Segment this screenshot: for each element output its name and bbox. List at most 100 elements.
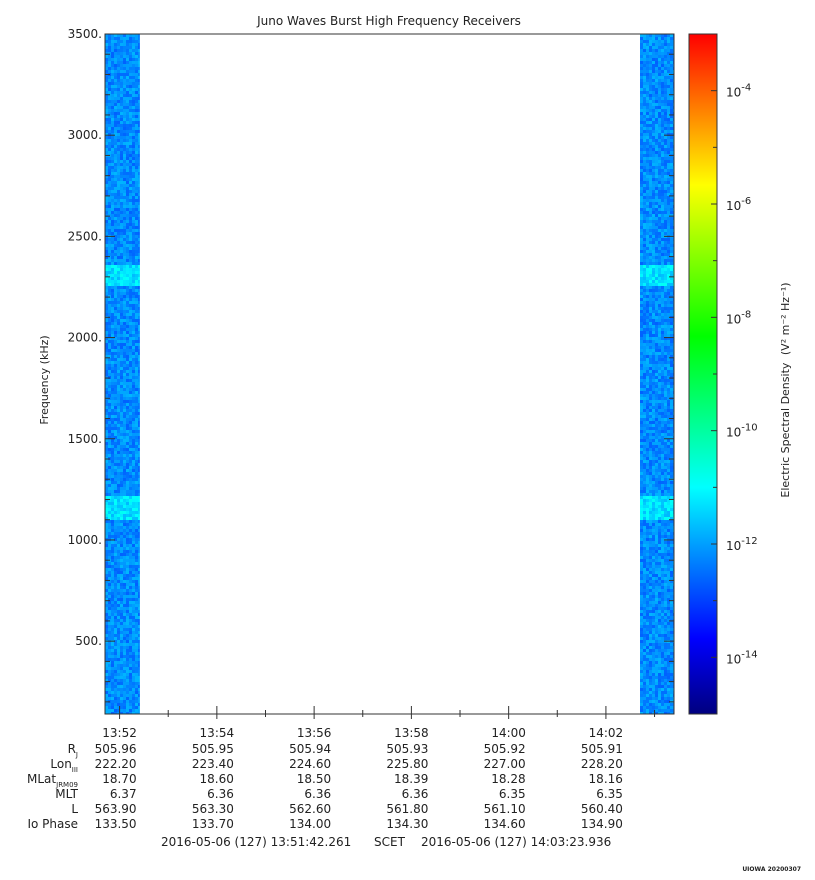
spectrogram-cell — [126, 478, 129, 481]
spectrogram-cell — [105, 118, 108, 121]
spectrogram-cell — [120, 379, 123, 382]
spectrogram-cell — [129, 43, 132, 46]
spectrogram-cell — [117, 301, 120, 304]
spectrogram-cell — [117, 424, 120, 427]
spectrogram-cell — [132, 577, 135, 580]
spectrogram-cell — [661, 382, 664, 385]
spectrogram-cell — [138, 586, 140, 589]
spectrogram-cell — [117, 682, 120, 685]
spectrogram-cell — [105, 697, 108, 700]
spectrogram-cell — [123, 301, 126, 304]
spectrogram-cell — [640, 70, 643, 73]
spectrogram-cell — [105, 679, 108, 682]
spectrogram-cell — [643, 400, 646, 403]
spectrogram-cell — [117, 253, 120, 256]
spectrogram-cell — [132, 349, 135, 352]
spectrogram-cell — [120, 136, 123, 139]
spectrogram-cell — [640, 490, 643, 493]
spectrogram-cell — [138, 130, 140, 133]
spectrogram-cell — [111, 37, 114, 40]
spectrogram-cell — [129, 634, 132, 637]
spectrogram-cell — [114, 346, 117, 349]
spectrogram-cell — [640, 64, 643, 67]
spectrogram-cell — [643, 418, 646, 421]
spectrogram-cell — [658, 301, 661, 304]
spectrogram-cell — [129, 124, 132, 127]
spectrogram-cell — [664, 40, 667, 43]
spectrogram-cell — [129, 76, 132, 79]
spectrogram-cell — [667, 439, 670, 442]
spectrogram-cell — [661, 463, 664, 466]
spectrogram-cell — [111, 454, 114, 457]
spectrogram-cell — [135, 685, 138, 688]
spectrogram-cell — [643, 70, 646, 73]
spectrogram-cell — [655, 403, 658, 406]
spectrogram-cell — [655, 253, 658, 256]
spectrogram-cell — [655, 400, 658, 403]
spectrogram-cell — [135, 535, 138, 538]
spectrogram-cell — [646, 481, 649, 484]
spectrogram-cell — [120, 142, 123, 145]
spectrogram-cell — [646, 46, 649, 49]
spectrogram-cell — [661, 433, 664, 436]
spectrogram-cell — [117, 415, 120, 418]
spectrogram-cell — [135, 97, 138, 100]
spectrogram-cell — [135, 70, 138, 73]
spectrogram-cell — [120, 475, 123, 478]
spectrogram-cell — [129, 559, 132, 562]
spectrogram-cell — [138, 661, 140, 664]
spectrogram-cell — [661, 97, 664, 100]
spectrogram-cell — [108, 247, 111, 250]
spectrogram-cell — [111, 616, 114, 619]
spectrogram-cell — [105, 598, 108, 601]
spectrogram-cell — [111, 349, 114, 352]
spectrogram-cell — [646, 529, 649, 532]
spectrogram-cell — [667, 460, 670, 463]
spectrogram-cell — [129, 529, 132, 532]
spectrogram-cell — [108, 706, 111, 709]
spectrogram-cell — [138, 451, 140, 454]
spectrogram-cell — [658, 226, 661, 229]
spectrogram-cell — [655, 61, 658, 64]
spectrogram-cell — [670, 112, 673, 115]
spectrogram-cell — [667, 295, 670, 298]
spectrogram-cell — [129, 367, 132, 370]
spectrogram-cell — [114, 328, 117, 331]
spectrogram-cell — [108, 466, 111, 469]
spectrogram-cell — [129, 445, 132, 448]
spectrogram-cell — [661, 598, 664, 601]
spectrogram-cell — [658, 412, 661, 415]
spectrogram-cell — [661, 325, 664, 328]
spectrogram-cell — [661, 277, 664, 280]
spectrogram-cell — [108, 379, 111, 382]
spectrogram-cell — [652, 379, 655, 382]
spectrogram-cell — [658, 550, 661, 553]
spectrogram-cell — [120, 673, 123, 676]
spectrogram-cell — [114, 298, 117, 301]
spectrogram-cell — [661, 220, 664, 223]
spectrogram-cell — [643, 397, 646, 400]
spectrogram-cell — [129, 160, 132, 163]
spectrogram-cell — [664, 112, 667, 115]
spectrogram-cell — [108, 697, 111, 700]
spectrogram-cell — [643, 187, 646, 190]
spectrogram-cell — [670, 505, 673, 508]
spectrogram-cell — [114, 205, 117, 208]
spectrogram-cell — [652, 583, 655, 586]
spectrogram-cell — [658, 88, 661, 91]
spectrogram-cell — [129, 703, 132, 706]
spectrogram-cell — [640, 445, 643, 448]
spectrogram-cell — [643, 181, 646, 184]
spectrogram-cell — [664, 307, 667, 310]
spectrogram-cell — [138, 199, 140, 202]
spectrogram-cell — [120, 262, 123, 265]
spectrogram-cell — [138, 283, 140, 286]
spectrogram-cell — [664, 442, 667, 445]
spectrogram-cell — [111, 259, 114, 262]
spectrogram-cell — [135, 151, 138, 154]
spectrogram-cell — [105, 547, 108, 550]
spectrogram-cell — [661, 493, 664, 496]
spectrogram-cell — [646, 292, 649, 295]
spectrogram-cell — [664, 298, 667, 301]
spectrogram-cell — [646, 472, 649, 475]
